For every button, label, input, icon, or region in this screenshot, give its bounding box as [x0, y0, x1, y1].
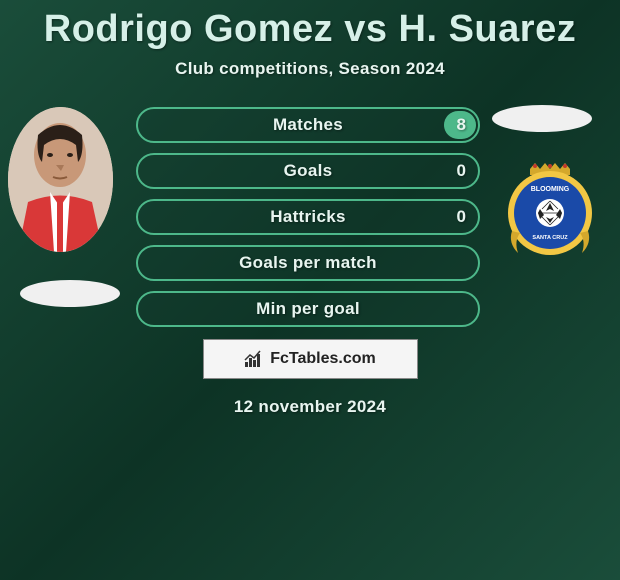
placeholder-oval-left	[20, 280, 120, 307]
stat-bar-label: Min per goal	[256, 299, 360, 319]
stat-bar: Goals per match	[136, 245, 480, 281]
content-area: BLOOMING SANTA CRUZ Matches8Goals0Hattri…	[0, 107, 620, 417]
svg-text:SANTA CRUZ: SANTA CRUZ	[532, 235, 568, 241]
comparison-subtitle: Club competitions, Season 2024	[0, 59, 620, 79]
stat-bars-container: Matches 8 Goals 0 Hattricks 0 Goals per match M…	[136, 107, 480, 327]
brand-box: FcTables.com	[203, 339, 418, 379]
comparison-title: Rodrigo Gomez vs H. Suarez	[0, 0, 620, 51]
player-photo-left	[8, 107, 113, 252]
stat-bar-value-right: 0	[457, 161, 466, 181]
brand-text: FcTables.com	[270, 350, 376, 368]
stat-bar-label: Hattricks	[270, 207, 345, 227]
stat-bar-value-right: 8	[457, 115, 466, 135]
stat-bar: Hattricks 0	[136, 199, 480, 235]
stat-bar-label: Goals	[284, 161, 333, 181]
stat-bar-label: Matches	[273, 115, 343, 135]
club-badge-right: BLOOMING SANTA CRUZ	[500, 161, 600, 261]
svg-text:BLOOMING: BLOOMING	[531, 186, 570, 193]
stat-bar: Min per goal	[136, 291, 480, 327]
stat-bar: Goals 0	[136, 153, 480, 189]
placeholder-oval-right	[492, 105, 592, 132]
stat-bar-value-right: 0	[457, 207, 466, 227]
bar-chart-icon	[244, 350, 266, 368]
stat-bar-label: Goals per match	[239, 253, 377, 273]
date-line: 12 november 2024	[0, 397, 620, 417]
stat-bar: Matches 8	[136, 107, 480, 143]
